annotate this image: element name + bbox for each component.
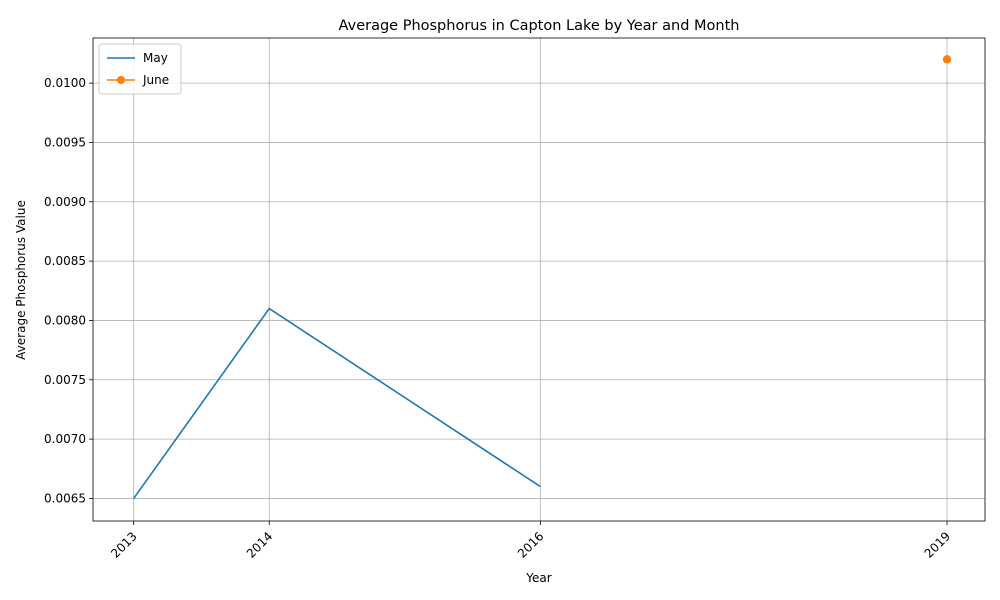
- y-axis-label: Average Phosphorus Value: [14, 200, 28, 360]
- legend: May June: [98, 43, 182, 95]
- y-tick-label: 0.0090: [44, 195, 86, 209]
- chart-title: Average Phosphorus in Capton Lake by Yea…: [339, 18, 740, 34]
- axes: 2013 2014 2016 2019 0.0065 0.0070 0.0075 0.0080…: [44, 37, 986, 561]
- y-tick-label: 0.0085: [44, 254, 86, 268]
- y-tick-label: 0.0095: [44, 135, 86, 149]
- data-point-june: [942, 55, 952, 64]
- y-tick-label: 0.0100: [44, 76, 86, 90]
- x-tick-label: 2013: [108, 529, 139, 560]
- x-axis-label: Year: [525, 571, 551, 585]
- plot-frame: [92, 37, 986, 522]
- y-tick-label: 0.0065: [44, 491, 86, 505]
- x-tick-label: 2019: [922, 529, 953, 560]
- y-tick-label: 0.0070: [44, 432, 86, 446]
- series-layer: [133, 55, 952, 499]
- legend-marker-june: [117, 76, 125, 84]
- legend-label-june: June: [142, 73, 169, 87]
- series-line-may: [133, 307, 541, 499]
- x-tick-label: 2014: [244, 529, 275, 560]
- y-tick-label: 0.0075: [44, 373, 86, 387]
- y-tick-label: 0.0080: [44, 313, 86, 327]
- grid-lines: [93, 38, 985, 521]
- x-tick-label: 2016: [515, 529, 546, 560]
- legend-label-may: May: [143, 51, 168, 65]
